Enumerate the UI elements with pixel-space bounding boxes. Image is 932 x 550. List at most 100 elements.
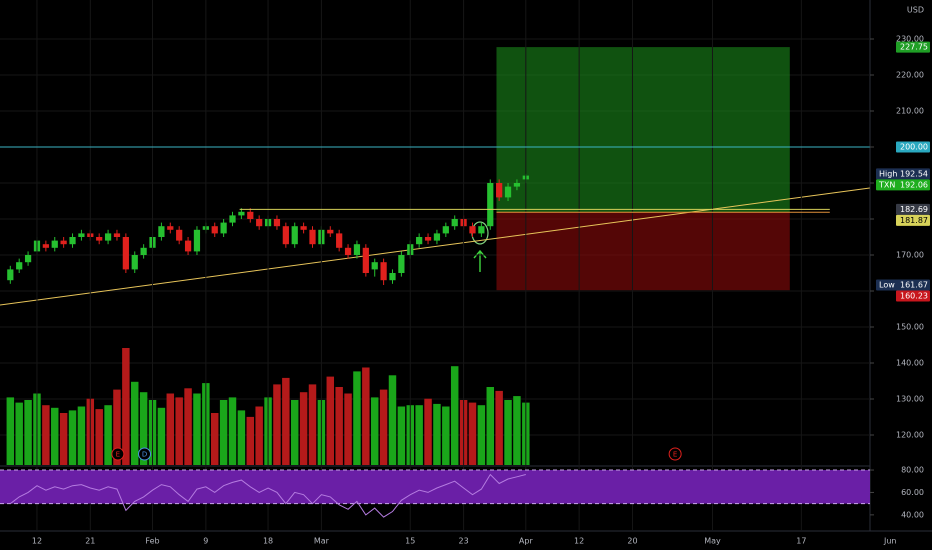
rsi-tick-label: 80.00 <box>901 466 924 475</box>
candle-body <box>433 233 441 241</box>
candle-body <box>416 237 423 245</box>
candle-body <box>60 240 67 245</box>
volume-bar <box>122 348 130 465</box>
price-tag <box>896 41 930 53</box>
volume-bar <box>68 410 77 465</box>
event-marker <box>668 447 682 461</box>
y-tick-label: 120.00 <box>896 431 924 440</box>
price-tag <box>876 168 930 180</box>
price-tag <box>896 141 930 153</box>
price-tag-label: 200.00 <box>900 142 928 151</box>
rsi-tick-label: 60.00 <box>901 488 924 497</box>
price-tag <box>896 203 930 215</box>
volume-bar <box>193 393 201 465</box>
stop-zone <box>496 212 790 291</box>
price-tag-label: 160.23 <box>900 291 928 300</box>
candle-body <box>7 269 14 281</box>
volume-bar <box>24 400 32 465</box>
candle-body <box>344 247 352 256</box>
candle-body <box>167 226 174 230</box>
volume-bar <box>442 406 450 465</box>
volume-bar <box>77 406 86 465</box>
x-tick-label: Apr <box>519 537 534 546</box>
price-tag-label: 161.67 <box>900 280 928 289</box>
candle-body <box>300 226 307 230</box>
volume-bar <box>468 402 477 465</box>
volume-bar <box>139 392 148 465</box>
volume-bar <box>415 405 423 465</box>
candle-body <box>16 262 23 270</box>
candle-body <box>24 255 32 263</box>
volume-bar <box>290 400 299 465</box>
volume-bar <box>326 376 335 465</box>
price-pane <box>0 38 870 465</box>
x-tick-label: Jun <box>883 537 897 546</box>
volume-bar <box>237 410 246 465</box>
volume-bar <box>513 396 521 465</box>
candle-body <box>220 222 227 234</box>
rsi-band <box>0 470 870 504</box>
candle-body <box>291 226 298 245</box>
volume-bar <box>113 389 121 465</box>
candle-body <box>389 273 396 281</box>
y-tick-label: 220.00 <box>896 70 924 79</box>
target-zone <box>496 47 790 213</box>
price-tag-label: 181.87 <box>900 216 928 225</box>
candle-body <box>353 244 361 256</box>
x-tick-label: Feb <box>145 537 159 546</box>
volume-bar <box>42 405 50 465</box>
volume-bar <box>335 387 343 465</box>
volume-bar <box>353 371 361 465</box>
candle-body <box>487 182 494 227</box>
x-tick-label: 18 <box>263 537 273 546</box>
event-label: E <box>673 451 677 459</box>
volume-bar <box>219 400 228 465</box>
volume-bar <box>59 413 68 465</box>
volume-bar <box>450 366 459 465</box>
candle-body <box>122 237 129 270</box>
event-marker <box>138 447 152 461</box>
candle-body <box>104 233 112 241</box>
volume-bar <box>504 400 512 465</box>
price-tag <box>876 279 930 291</box>
volume-bar <box>131 381 139 465</box>
candle-body <box>69 237 76 245</box>
candle-body <box>371 262 378 270</box>
candle-body <box>256 218 263 227</box>
y-tick-label: 210.00 <box>896 106 924 115</box>
price-tag <box>876 179 930 191</box>
volume-bar <box>184 388 192 465</box>
candle-body <box>131 255 138 270</box>
candle-body <box>96 237 103 241</box>
candle-body <box>327 229 334 234</box>
candle-body <box>469 226 476 234</box>
price-tag-label: 182.69 <box>900 205 928 214</box>
volume-bar <box>388 375 397 465</box>
candle-body <box>140 247 147 256</box>
x-tick-label: 12 <box>32 537 42 546</box>
price-tag-name: High <box>879 169 897 178</box>
event-marker <box>111 447 125 461</box>
y-tick-label: 230.00 <box>896 34 924 43</box>
candle-body <box>398 255 405 274</box>
candle-body <box>282 226 289 245</box>
x-tick-label: 17 <box>796 537 806 546</box>
volume-bar <box>299 392 308 465</box>
volume-bar <box>157 407 166 465</box>
price-tag-label: 192.54 <box>900 169 928 178</box>
candle-body <box>113 233 121 238</box>
candle-body <box>478 226 485 234</box>
volume-bar <box>433 403 441 465</box>
y-tick-label: 170.00 <box>896 251 924 260</box>
candle-body <box>336 233 343 248</box>
volume-bar <box>362 367 370 465</box>
price-tag <box>896 214 930 226</box>
y-tick-label: 130.00 <box>896 395 924 404</box>
candle-body <box>442 226 449 234</box>
volume-bar <box>246 416 255 465</box>
candle-body <box>380 262 387 281</box>
candle-body <box>211 226 218 234</box>
candle-body <box>309 229 316 245</box>
trendline <box>0 187 870 306</box>
